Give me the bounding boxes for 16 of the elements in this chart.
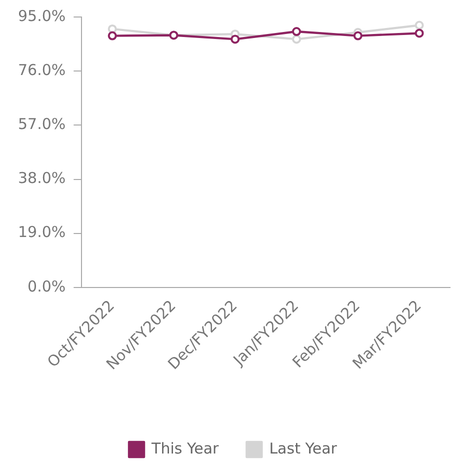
legend-label: Last Year <box>269 439 338 458</box>
point <box>414 28 424 38</box>
y-tick-label: 57.0% <box>18 115 66 134</box>
point <box>353 31 362 40</box>
point <box>292 27 302 36</box>
point <box>230 34 240 44</box>
y-tick-label: 76.0% <box>18 60 66 79</box>
y-tick-label: 38.0% <box>18 169 66 188</box>
y-tick-label: 19.0% <box>18 223 66 242</box>
point <box>292 34 302 44</box>
legend-label: This Year <box>150 439 220 458</box>
y-tick-label: 0.0% <box>28 277 66 296</box>
y-tick-label: 95.0% <box>18 6 66 25</box>
point <box>414 20 424 30</box>
point <box>108 24 117 34</box>
point <box>108 31 117 40</box>
